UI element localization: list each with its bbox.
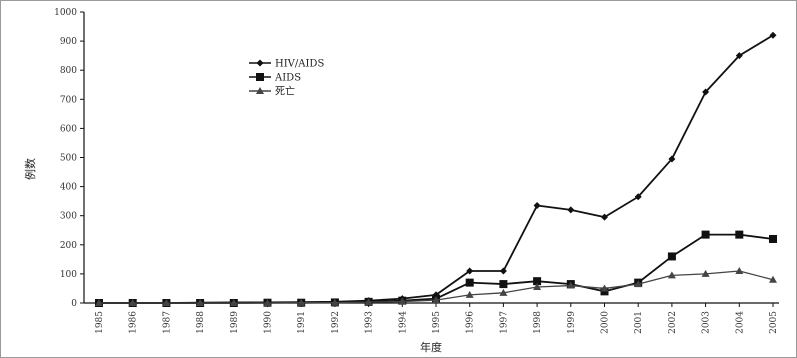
- x-tick-label: 1986: [129, 311, 139, 334]
- data-point: [95, 299, 103, 306]
- data-point: [667, 271, 676, 279]
- data-point: [162, 299, 171, 306]
- data-point: [330, 298, 339, 306]
- legend-label: AIDS: [274, 73, 301, 84]
- data-point: [601, 213, 608, 221]
- data-point: [600, 284, 609, 292]
- x-tick-label: 2005: [769, 311, 779, 334]
- x-tick-label: 2003: [702, 311, 712, 334]
- data-point: [769, 234, 777, 243]
- data-point: [229, 299, 238, 306]
- x-tick-label: 1999: [567, 311, 577, 334]
- data-point: [465, 290, 474, 298]
- data-point: [735, 230, 744, 239]
- data-point: [566, 281, 575, 289]
- series-line: [99, 34, 774, 304]
- x-axis-title: 年度: [420, 340, 442, 354]
- data-point: [634, 193, 642, 201]
- data-point: [668, 155, 676, 163]
- y-tick-label: 900: [60, 37, 77, 47]
- data-point: [297, 298, 306, 306]
- x-tick-label: 2000: [601, 311, 611, 334]
- data-point: [567, 206, 575, 214]
- data-point: [769, 275, 777, 283]
- data-point: [499, 288, 508, 296]
- x-tick-label: 1995: [432, 311, 442, 334]
- data-point: [667, 252, 676, 261]
- data-point: [735, 266, 744, 274]
- data-point: [466, 267, 474, 275]
- x-tick-labels: 1985 1986 1987 1988 1989 1990 1991 1992 1993 1994…: [95, 303, 779, 334]
- legend-label: 死亡: [275, 85, 295, 98]
- data-point: [735, 52, 743, 60]
- series-hiv-aids: [95, 31, 777, 307]
- x-tick-label: 1996: [466, 311, 476, 334]
- data-point: [499, 280, 508, 289]
- x-tick-label: 1993: [365, 311, 375, 334]
- data-point: [364, 298, 373, 306]
- y-tick-labels: 0 100 200 300 400 500 600 700 800 900 1000: [54, 8, 84, 309]
- data-point: [769, 31, 777, 39]
- x-tick-label: 1994: [398, 311, 408, 334]
- x-tick-label: 2001: [634, 311, 644, 334]
- y-axis-title: 例数: [23, 158, 37, 180]
- x-tick-label: 1991: [297, 311, 307, 334]
- x-tick-label: 1989: [230, 311, 240, 334]
- legend-marker: [256, 59, 264, 67]
- x-tick-label: 1998: [533, 311, 543, 334]
- legend-marker: [256, 87, 264, 94]
- y-tick-label: 200: [60, 241, 77, 251]
- y-tick-label: 0: [71, 299, 77, 309]
- y-tick-label: 700: [60, 95, 77, 105]
- y-tick-label: 300: [60, 212, 77, 222]
- data-point: [263, 299, 272, 306]
- series-layer: [95, 31, 777, 307]
- data-point: [398, 297, 407, 305]
- data-point: [533, 202, 541, 210]
- data-point: [634, 280, 643, 288]
- x-tick-label: 1992: [331, 311, 341, 334]
- x-tick-label: 1988: [196, 311, 206, 334]
- data-point: [533, 282, 542, 290]
- x-tick-label: 1997: [499, 311, 509, 334]
- data-point: [499, 267, 507, 275]
- data-point: [128, 299, 137, 306]
- y-tick-label: 400: [60, 183, 77, 193]
- x-tick-label: 1985: [95, 311, 105, 334]
- y-tick-label: 600: [60, 124, 77, 134]
- data-point: [702, 88, 710, 96]
- series--: [95, 266, 777, 306]
- legend-marker: [256, 73, 264, 81]
- x-tick-label: 1990: [264, 311, 274, 334]
- data-point: [465, 278, 474, 287]
- data-point: [432, 296, 440, 304]
- y-tick-label: 100: [60, 270, 77, 280]
- data-point: [533, 277, 542, 286]
- y-tick-label: 500: [60, 154, 77, 164]
- data-point: [701, 230, 710, 239]
- y-tick-label: 1000: [54, 8, 77, 18]
- data-point: [196, 299, 205, 306]
- legend-label: HIV/AIDS: [275, 59, 324, 70]
- x-tick-label: 1987: [162, 311, 172, 334]
- data-point: [701, 269, 710, 277]
- x-tick-label: 2002: [668, 311, 678, 334]
- series-aids: [95, 230, 777, 307]
- x-tick-label: 2004: [735, 311, 745, 334]
- y-tick-label: 800: [60, 66, 77, 76]
